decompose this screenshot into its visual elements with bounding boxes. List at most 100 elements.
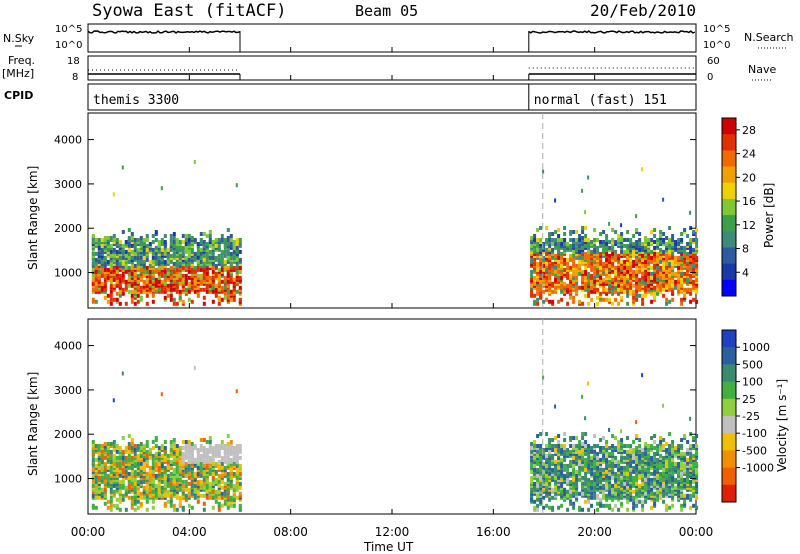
velocity-cell-580 (172, 507, 176, 512)
power-cell-1895 (638, 232, 642, 236)
velocity-cell-1173 (542, 473, 546, 478)
power-cell-1515 (590, 289, 594, 294)
power-cell-355 (139, 285, 143, 290)
power-cell-1234 (548, 232, 552, 236)
power-cell-2273 (692, 297, 696, 302)
power-cell-2150 (674, 271, 678, 276)
velocity-cell-1949 (647, 477, 651, 482)
velocity-cell-2283 (692, 469, 696, 474)
power-cell-1938 (644, 245, 648, 250)
power-cell-1615 (602, 247, 606, 252)
power-cell-2294 (695, 299, 699, 304)
velocity-cell-1904 (641, 481, 645, 486)
power-cell-1553 (593, 228, 597, 232)
power-cell-1580 (599, 291, 603, 296)
power-cell-246 (124, 279, 128, 284)
power-cell-1756 (620, 236, 624, 240)
power-cell-517 (160, 238, 164, 242)
velocity-cell-522 (163, 493, 167, 498)
velocity-cell-1539 (593, 477, 597, 482)
power-cell-840 (208, 275, 212, 280)
power-cell-1148 (539, 269, 543, 274)
power-cell-764 (196, 265, 200, 270)
velocity-cell-1919 (644, 499, 648, 504)
velocity-cell-2035 (659, 481, 663, 486)
velocity-cell-387 (142, 461, 146, 466)
velocity-cell-244 (124, 491, 128, 496)
power-cell-207 (118, 279, 122, 284)
power-cell-1309 (560, 275, 564, 280)
velocity-cell-855 (211, 505, 215, 510)
power-cell-1184 (545, 297, 549, 302)
velocity-cell-541 (163, 440, 167, 444)
velocity-cell-1135 (536, 434, 540, 438)
velocity-cell-1350 (566, 489, 570, 494)
velocity-cell-1132 (536, 449, 540, 454)
velocity-cell-1801 (626, 444, 630, 448)
power-cell-1220 (548, 265, 552, 270)
power-cell-1397 (572, 261, 576, 266)
power-cell-180 (115, 291, 119, 296)
power-cell-39 (94, 257, 98, 262)
velocity-cell-2044 (659, 453, 663, 458)
velocity-cell-40 (94, 457, 98, 462)
velocity-cell-1090 (533, 505, 537, 510)
velocity-cell-1060 (238, 463, 242, 468)
velocity-cell-1251 (551, 448, 555, 452)
velocity-cell-1989 (653, 491, 657, 496)
power-cell-1789 (626, 269, 630, 274)
power-cell-873 (211, 245, 215, 250)
power-cell-1251 (551, 242, 555, 246)
velocity-cell-556 (166, 453, 170, 458)
power-cell-1357 (566, 261, 570, 266)
power-cell-1514 (590, 297, 594, 302)
velocity-cell-1493 (587, 499, 591, 504)
power-cell-278 (127, 236, 131, 240)
power-cell-2119 (671, 297, 675, 302)
velocity-cell-1162 (539, 432, 543, 436)
velocity-cell-1182 (542, 448, 546, 452)
velocity-cell-154 (112, 503, 116, 508)
velocity-cell-669 (181, 451, 185, 456)
power-cell-1831 (632, 289, 636, 294)
velocity-cell-1857 (635, 475, 639, 480)
power-colorbar-swatch-9 (722, 263, 736, 281)
power-cell-1152 (539, 257, 543, 262)
velocity-cell-1712 (617, 489, 621, 494)
velocity-cell-985 (229, 483, 233, 488)
velocity-cell-1550 (593, 449, 597, 454)
velocity-cell-1788 (626, 479, 630, 484)
velocity-cell-1131 (536, 453, 540, 458)
velocity-cell-641 (178, 467, 182, 472)
power-cell-2283 (692, 263, 696, 268)
velocity-cell-1377 (569, 459, 573, 464)
power-cell-1468 (581, 188, 584, 193)
power-cell-699 (187, 265, 191, 270)
velocity-cell-396 (145, 499, 149, 504)
power-cell-2072 (662, 232, 666, 236)
velocity-cell-930 (220, 444, 224, 448)
power-cell-1541 (593, 265, 597, 270)
power-cell-658 (181, 277, 185, 282)
power-cell-33 (94, 273, 98, 278)
power-cell-177 (112, 192, 115, 197)
velocity-cell-1513 (587, 381, 590, 386)
velocity-cell-1728 (617, 444, 621, 448)
velocity-cell-1502 (587, 477, 591, 482)
power-cell-2213 (683, 277, 687, 282)
velocity-cell-1707 (617, 507, 621, 512)
velocity-cell-770 (196, 455, 200, 460)
velocity-cell-1879 (638, 483, 642, 488)
power-cell-558 (169, 293, 173, 298)
velocity-cell-1706 (614, 436, 618, 440)
velocity-cell-1789 (626, 475, 630, 480)
power-cell-413 (145, 243, 149, 248)
power-cell-1120 (536, 277, 540, 282)
velocity-cell-1534 (593, 493, 597, 498)
velocity-cell-586 (172, 485, 176, 490)
velocity-cell-2100 (668, 487, 672, 492)
power-cell-1453 (581, 269, 585, 274)
velocity-cell-798 (202, 481, 206, 486)
power-cell-1640 (605, 242, 609, 246)
power-cell-1896 (641, 301, 645, 306)
